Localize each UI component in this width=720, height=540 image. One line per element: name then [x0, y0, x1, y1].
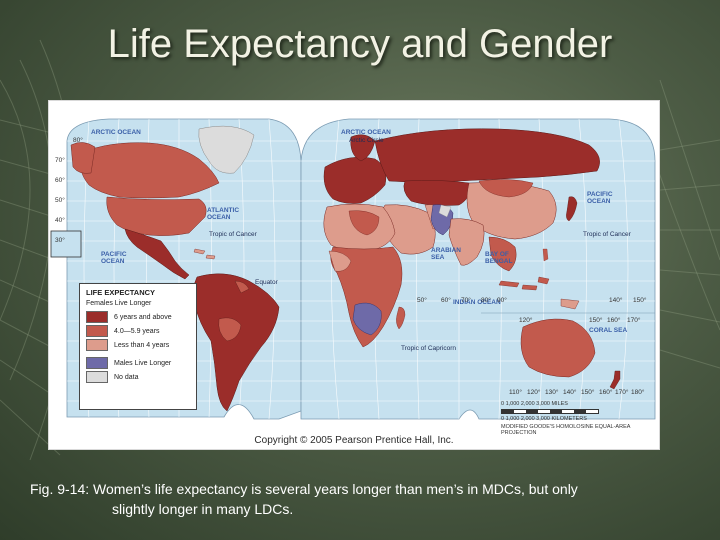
- legend-label: No data: [114, 373, 139, 381]
- lon-label: 180°: [631, 389, 645, 396]
- mongolia: [478, 179, 534, 198]
- label-pacific-ocean-right: PACIFIC OCEAN: [587, 191, 613, 205]
- southern-africa-males: [352, 302, 382, 336]
- lon-label: 60°: [441, 297, 451, 304]
- scandinavia: [350, 134, 376, 162]
- legend-swatch: [86, 311, 108, 323]
- lon-label: 120°: [519, 317, 533, 324]
- caribbean: [193, 248, 216, 260]
- lat-label: 70°: [55, 157, 65, 164]
- copyright-notice: Copyright © 2005 Pearson Prentice Hall, …: [254, 435, 454, 446]
- legend-label: 4.0—5.9 years: [114, 327, 160, 335]
- southeast-asia: [488, 236, 517, 272]
- label-tropic-of-cancer-left: Tropic of Cancer: [209, 231, 257, 238]
- legend-swatch: [86, 339, 108, 351]
- lon-label: 170°: [615, 389, 629, 396]
- lon-label: 170°: [627, 317, 641, 324]
- label-arabian-sea: ARABIAN SEA: [431, 247, 461, 261]
- lon-label: 110°: [509, 389, 522, 396]
- label-arctic-ocean-right: ARCTIC OCEAN: [341, 129, 391, 136]
- world-map-figure: ARCTIC OCEAN ARCTIC OCEAN Arctic Circle …: [48, 100, 660, 450]
- lat-label: 50°: [55, 197, 65, 204]
- lon-label: 80°: [481, 297, 491, 304]
- greenland: [198, 125, 255, 174]
- west-africa: [328, 250, 352, 272]
- legend-label: Less than 4 years: [114, 341, 170, 349]
- philippines: [542, 248, 549, 262]
- lon-label: 140°: [563, 389, 577, 396]
- label-bay-of-bengal: BAY OF BENGAL: [485, 251, 513, 265]
- projection-note: MODIFIED GOODE'S HOMOLOSINE EQUAL-AREA P…: [501, 424, 631, 436]
- russia: [374, 128, 600, 183]
- lon-label: 120°: [527, 389, 541, 396]
- slide-title: Life Expectancy and Gender: [107, 22, 613, 66]
- legend-item: 4.0—5.9 years: [86, 324, 190, 338]
- no-data-patch: [438, 204, 452, 218]
- lon-label: 150°: [581, 389, 595, 396]
- legend-label: 6 years and above: [114, 313, 172, 321]
- united-states: [106, 196, 207, 236]
- lat-label: 40°: [55, 217, 65, 224]
- label-arctic-ocean-left: ARCTIC OCEAN: [91, 129, 141, 136]
- bolivia-paraguay: [218, 317, 242, 342]
- label-equator: Equator: [255, 279, 278, 286]
- libya-egypt: [348, 210, 380, 236]
- europe: [323, 157, 387, 204]
- label-pacific-ocean-left: PACIFIC OCEAN: [101, 251, 127, 265]
- new-guinea: [560, 298, 580, 310]
- lon-label: 130°: [545, 389, 559, 396]
- legend-item: Males Live Longer: [86, 356, 190, 370]
- legend-item: 6 years and above: [86, 310, 190, 324]
- lon-label: 160°: [599, 389, 613, 396]
- legend-label: Males Live Longer: [114, 359, 172, 367]
- hawaii-inset: [50, 230, 82, 258]
- legend-swatch: [86, 325, 108, 337]
- south-america: [193, 273, 280, 412]
- lon-label: 50°: [417, 297, 427, 304]
- lon-label: 140°: [609, 297, 623, 304]
- madagascar: [396, 306, 406, 330]
- japan: [566, 196, 578, 222]
- lon-label: 160°: [607, 317, 621, 324]
- lon-label: 150°: [633, 297, 647, 304]
- label-coral-sea: CORAL SEA: [589, 327, 628, 334]
- lat-label: 80°: [73, 137, 83, 144]
- central-asia: [403, 180, 471, 206]
- south-asia: [448, 218, 485, 266]
- caption-line-2: slightly longer in many LDCs.: [112, 501, 294, 517]
- mexico-central-america: [124, 228, 190, 280]
- label-tropic-of-cancer-right: Tropic of Cancer: [583, 231, 631, 238]
- label-indian-ocean: INDIAN OCEAN: [453, 299, 501, 306]
- alaska: [70, 142, 96, 174]
- sub-saharan-africa: [330, 246, 403, 348]
- lat-label: 30°: [55, 237, 65, 244]
- legend-item: No data: [86, 370, 190, 384]
- scale-bar: 0 1,000 2,000 3,000 MILES 0 1,000 2,000 …: [501, 401, 651, 441]
- lon-label: 150°: [589, 317, 603, 324]
- scale-bar-graphic: [501, 409, 599, 414]
- lon-label: 90°: [497, 297, 507, 304]
- new-zealand: [609, 370, 621, 390]
- lon-label: 70°: [461, 297, 471, 304]
- figure-caption: Fig. 9-14: Women’s life expectancy is se…: [30, 479, 690, 519]
- legend-swatch: [86, 357, 108, 369]
- label-arctic-circle: Arctic Circle: [349, 137, 384, 144]
- label-tropic-of-capricorn: Tropic of Capricorn: [401, 345, 457, 352]
- legend-item: Less than 4 years: [86, 338, 190, 352]
- scale-km: 0 1,000 2,000 3,000 KILOMETERS: [501, 416, 587, 422]
- lat-label: 60°: [55, 177, 65, 184]
- canada: [79, 142, 220, 199]
- legend-title: LIFE EXPECTANCY: [86, 288, 156, 297]
- caption-line-1: Fig. 9-14: Women’s life expectancy is se…: [30, 481, 578, 497]
- map-legend: LIFE EXPECTANCY Females Live Longer 6 ye…: [79, 283, 197, 410]
- legend-subtitle: Females Live Longer: [86, 300, 152, 307]
- legend-swatch: [86, 371, 108, 383]
- australia: [520, 318, 596, 378]
- guyana: [234, 280, 250, 294]
- indonesia: [498, 276, 550, 291]
- scale-miles: 0 1,000 2,000 3,000 MILES: [501, 401, 568, 407]
- label-atlantic-ocean: ATLANTIC OCEAN: [207, 207, 240, 221]
